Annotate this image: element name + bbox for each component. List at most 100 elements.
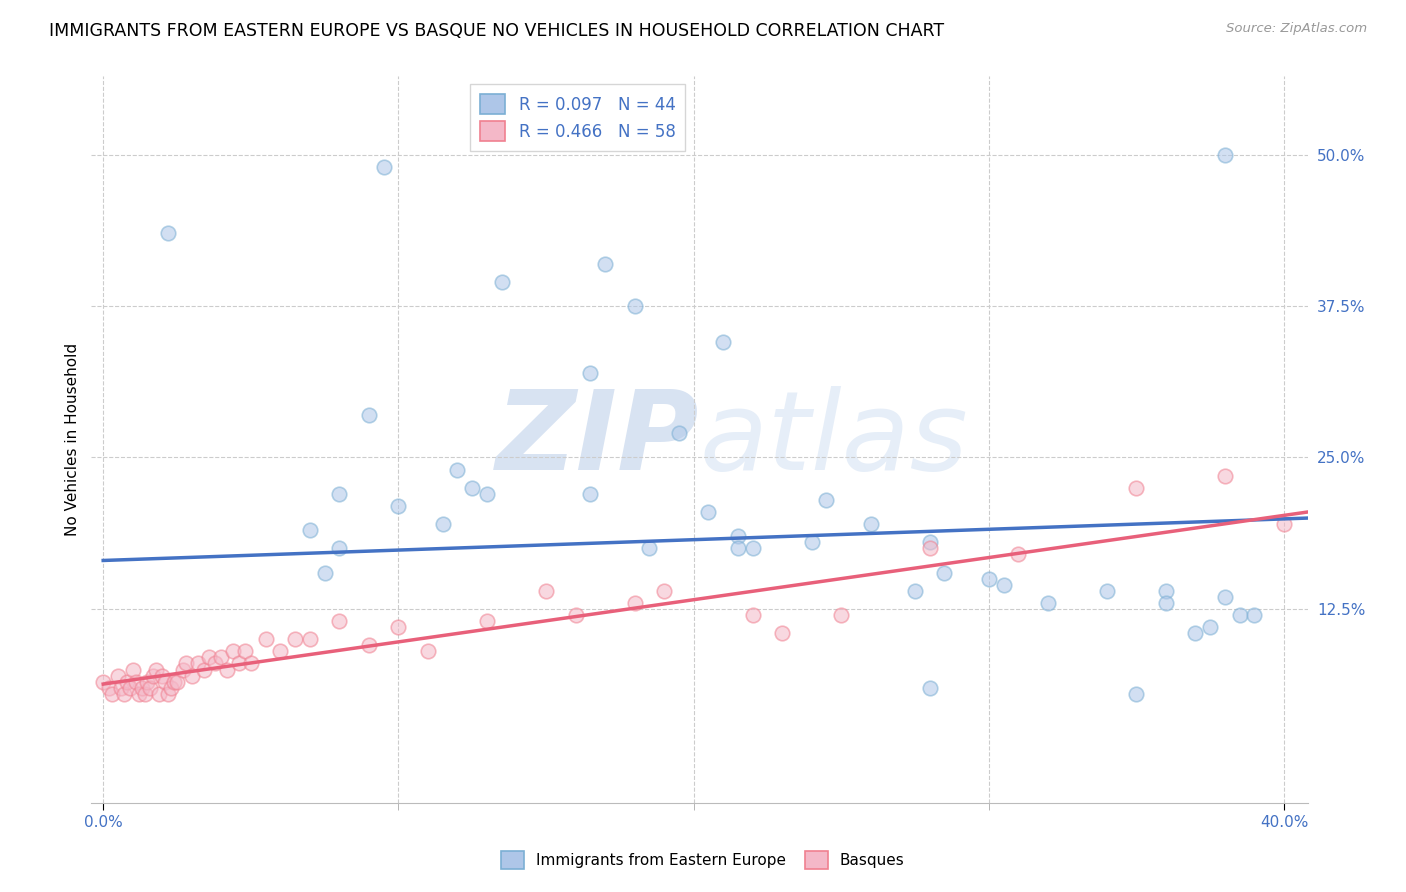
- Point: [711, 335, 734, 350]
- Point: [357, 638, 380, 652]
- Point: [357, 408, 380, 422]
- Point: [209, 650, 232, 665]
- Legend: Immigrants from Eastern Europe, Basques: Immigrants from Eastern Europe, Basques: [495, 845, 911, 875]
- Point: [153, 674, 176, 689]
- Legend: R = 0.097   N = 44, R = 0.466   N = 58: R = 0.097 N = 44, R = 0.466 N = 58: [470, 84, 686, 152]
- Point: [475, 614, 498, 628]
- Point: [934, 566, 956, 580]
- Point: [830, 607, 852, 622]
- Point: [284, 632, 307, 647]
- Point: [1036, 596, 1059, 610]
- Point: [150, 668, 173, 682]
- Point: [254, 632, 277, 647]
- Point: [668, 426, 690, 441]
- Point: [1213, 147, 1236, 161]
- Point: [107, 668, 129, 682]
- Point: [800, 535, 823, 549]
- Point: [163, 674, 186, 689]
- Point: [697, 505, 720, 519]
- Point: [1154, 596, 1177, 610]
- Point: [139, 681, 162, 695]
- Text: atlas: atlas: [699, 386, 969, 492]
- Point: [142, 668, 165, 682]
- Point: [121, 663, 143, 677]
- Point: [416, 644, 439, 658]
- Point: [233, 644, 256, 658]
- Point: [373, 160, 395, 174]
- Text: ZIP: ZIP: [496, 386, 699, 492]
- Point: [1243, 607, 1265, 622]
- Point: [593, 257, 616, 271]
- Point: [118, 681, 141, 695]
- Point: [446, 462, 468, 476]
- Point: [727, 541, 749, 556]
- Point: [187, 657, 209, 671]
- Point: [1154, 583, 1177, 598]
- Point: [91, 674, 114, 689]
- Point: [904, 583, 927, 598]
- Point: [859, 517, 882, 532]
- Point: [198, 650, 221, 665]
- Point: [1184, 626, 1206, 640]
- Point: [977, 572, 1000, 586]
- Point: [239, 657, 262, 671]
- Point: [1199, 620, 1222, 634]
- Point: [131, 681, 153, 695]
- Point: [193, 663, 215, 677]
- Point: [564, 607, 586, 622]
- Point: [115, 674, 138, 689]
- Point: [652, 583, 675, 598]
- Point: [269, 644, 291, 658]
- Point: [1272, 517, 1295, 532]
- Point: [128, 687, 150, 701]
- Point: [134, 687, 156, 701]
- Point: [1125, 687, 1147, 701]
- Point: [741, 541, 763, 556]
- Point: [314, 566, 336, 580]
- Point: [222, 644, 245, 658]
- Point: [298, 632, 321, 647]
- Point: [387, 620, 409, 634]
- Point: [1095, 583, 1118, 598]
- Point: [157, 687, 180, 701]
- Point: [579, 366, 602, 380]
- Point: [148, 687, 170, 701]
- Point: [727, 529, 749, 543]
- Point: [918, 535, 941, 549]
- Point: [160, 681, 183, 695]
- Point: [1213, 590, 1236, 604]
- Point: [623, 596, 645, 610]
- Point: [217, 663, 239, 677]
- Point: [101, 687, 124, 701]
- Point: [1229, 607, 1251, 622]
- Text: Source: ZipAtlas.com: Source: ZipAtlas.com: [1226, 22, 1367, 36]
- Point: [328, 487, 350, 501]
- Point: [166, 674, 188, 689]
- Point: [475, 487, 498, 501]
- Point: [136, 674, 159, 689]
- Y-axis label: No Vehicles in Household: No Vehicles in Household: [65, 343, 80, 536]
- Point: [298, 523, 321, 537]
- Point: [124, 674, 146, 689]
- Point: [491, 275, 513, 289]
- Point: [174, 657, 197, 671]
- Point: [918, 541, 941, 556]
- Point: [534, 583, 557, 598]
- Point: [1213, 468, 1236, 483]
- Point: [918, 681, 941, 695]
- Point: [638, 541, 661, 556]
- Point: [1007, 548, 1029, 562]
- Point: [204, 657, 226, 671]
- Point: [228, 657, 250, 671]
- Point: [993, 578, 1015, 592]
- Point: [815, 492, 838, 507]
- Point: [157, 227, 180, 241]
- Point: [432, 517, 454, 532]
- Point: [770, 626, 793, 640]
- Point: [180, 668, 202, 682]
- Point: [112, 687, 135, 701]
- Point: [579, 487, 602, 501]
- Point: [741, 607, 763, 622]
- Point: [328, 541, 350, 556]
- Point: [145, 663, 167, 677]
